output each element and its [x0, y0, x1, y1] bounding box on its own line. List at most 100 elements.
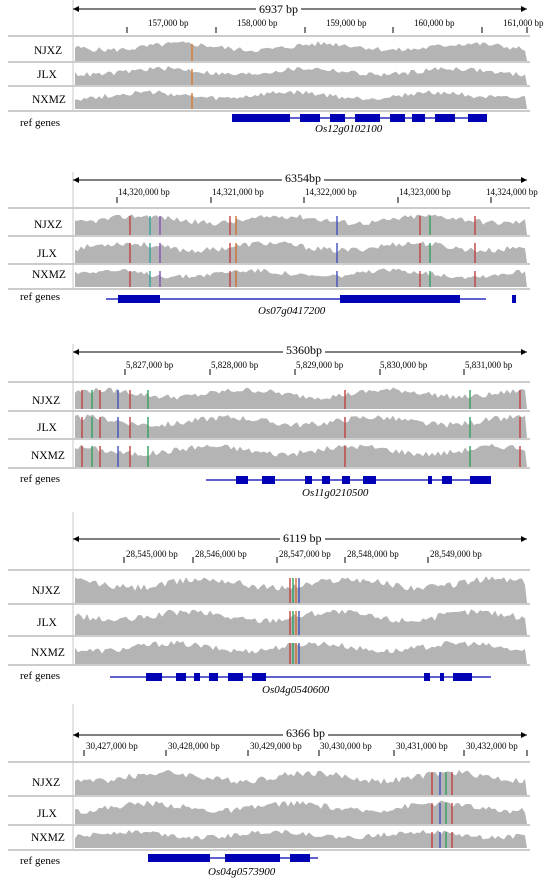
tick-label: 157,000 bp	[148, 18, 189, 28]
panel-2-graphics	[8, 172, 530, 303]
span-label: 6366 bp	[283, 727, 328, 740]
coverage-area	[75, 800, 527, 824]
track-name-jlx: JLX	[37, 248, 57, 260]
gene-exon	[468, 114, 487, 122]
tick-label: 30,431,000 bp	[396, 741, 448, 751]
coverage-area	[75, 414, 527, 438]
gene-exon	[209, 673, 218, 681]
span-arrow-left	[73, 177, 79, 183]
coverage-area	[75, 90, 527, 109]
tick-label: 14,323,000 bp	[399, 187, 451, 197]
gene-exon	[442, 476, 452, 484]
gene-exon	[322, 476, 330, 484]
panel-4-graphics	[8, 512, 530, 681]
tick-label: 5,828,000 bp	[211, 360, 259, 370]
panel-2: 6354bp 14,320,000 bp 14,321,000 bp 14,32…	[0, 172, 550, 322]
track-name-jlx: JLX	[37, 422, 57, 434]
gene-exon	[453, 673, 472, 681]
tick-label: 14,322,000 bp	[305, 187, 357, 197]
coverage-area	[75, 214, 527, 235]
span-arrow-left	[73, 732, 79, 738]
tick-label: 28,548,000 bp	[347, 549, 399, 559]
span-label: 5360bp	[283, 344, 325, 357]
gene-exon	[146, 673, 162, 681]
track-name-nxmz: NXMZ	[31, 647, 65, 659]
tick-label: 30,430,000 bp	[320, 741, 372, 751]
gene-exon	[194, 673, 200, 681]
track-name-nxmz: NXMZ	[32, 94, 66, 106]
gene-exon	[290, 854, 310, 862]
coverage-area	[75, 387, 527, 409]
ref-genes-label: ref genes	[20, 117, 61, 129]
gene-exon	[176, 673, 186, 681]
ref-genes-label: ref genes	[20, 670, 61, 682]
panel-5-graphics	[8, 704, 530, 862]
ref-genes-label: ref genes	[20, 291, 61, 303]
panel-5: 6366 bp 30,427,000 bp 30,428,000 bp 30,4…	[0, 704, 550, 881]
gene-name: Os04g0573900	[208, 866, 276, 878]
coverage-area	[75, 640, 527, 664]
panel-1-graphics	[8, 0, 530, 122]
span-arrow-right	[521, 536, 527, 542]
tick-label: 28,545,000 bp	[126, 549, 178, 559]
gene-exon	[470, 476, 491, 484]
coverage-area	[75, 576, 527, 603]
span-label: 6119 bp	[280, 532, 325, 545]
coverage-area	[75, 41, 527, 61]
tick-label: 30,427,000 bp	[86, 741, 138, 751]
span-arrow-left	[73, 6, 79, 12]
gene-exon	[412, 114, 425, 122]
gene-name: Os12g0102100	[315, 123, 383, 135]
span-arrow-right	[521, 732, 527, 738]
coverage-area	[75, 66, 527, 85]
gene-exon	[340, 295, 460, 303]
tick-label: 5,831,000 bp	[465, 360, 513, 370]
gene-exon	[390, 114, 405, 122]
gene-exon	[228, 673, 243, 681]
tick-label: 14,320,000 bp	[118, 187, 170, 197]
track-name-njxz: NJXZ	[32, 585, 61, 597]
tick-label: 14,321,000 bp	[212, 187, 264, 197]
coverage-area	[75, 268, 527, 287]
tick-label: 28,547,000 bp	[279, 549, 331, 559]
tick-label: 5,827,000 bp	[126, 360, 174, 370]
coverage-area	[75, 769, 527, 795]
span-arrow-right	[521, 177, 527, 183]
track-name-nxmz: NXMZ	[31, 832, 65, 844]
gene-exon	[225, 854, 280, 862]
gene-exon	[330, 114, 345, 122]
span-arrow-left	[73, 536, 79, 542]
tick-label: 158,000 bp	[237, 18, 278, 28]
gene-name: Os11g0210500	[302, 487, 369, 499]
panel-3-graphics	[8, 344, 530, 484]
gene-exon	[232, 114, 290, 122]
gene-exon	[252, 673, 266, 681]
tick-label: 30,429,000 bp	[250, 741, 302, 751]
span-arrow-right	[521, 349, 527, 355]
tick-label: 28,546,000 bp	[195, 549, 247, 559]
gene-exon	[355, 114, 380, 122]
tick-label: 14,324,000 bp	[486, 187, 538, 197]
coverage-area	[75, 443, 527, 467]
gene-exon	[305, 476, 312, 484]
coverage-area	[75, 609, 527, 635]
track-name-nxmz: NXMZ	[31, 450, 65, 462]
gene-exon	[440, 673, 444, 681]
gene-exon	[262, 476, 275, 484]
span-label: 6354bp	[282, 172, 324, 185]
span-arrow-right	[521, 6, 527, 12]
track-name-jlx: JLX	[37, 69, 57, 81]
gene-exon	[428, 476, 432, 484]
track-name-njxz: NJXZ	[32, 777, 61, 789]
gene-exon	[363, 476, 376, 484]
tick-label: 28,549,000 bp	[430, 549, 482, 559]
span-arrow-left	[73, 349, 79, 355]
gene-exon	[148, 854, 210, 862]
panel-1: 6937 bp 157,000 bp 158,000 bp 159,000 bp…	[0, 0, 550, 140]
tick-label: 161,000 bp	[503, 18, 544, 28]
gene-exon	[435, 114, 455, 122]
gene-exon	[342, 476, 350, 484]
gene-exon	[300, 114, 320, 122]
tick-label: 5,829,000 bp	[296, 360, 344, 370]
track-name-nxmz: NXMZ	[32, 269, 66, 281]
